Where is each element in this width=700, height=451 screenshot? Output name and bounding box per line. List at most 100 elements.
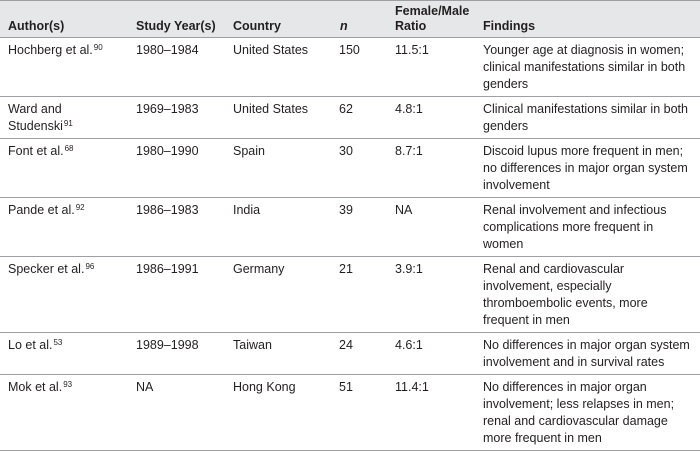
author-cell-text: Lo et al. [8,338,53,352]
ratio-cell-text: 11.5:1 [395,43,429,57]
n-cell-text: 21 [339,262,353,276]
ratio-cell-text: 4.6:1 [395,338,423,352]
ratio-cell: 11.5:1 [387,38,475,97]
country-cell-text: United States [233,102,309,116]
reference-number: 96 [85,262,95,271]
findings-cell-text: No differences in major organ system inv… [483,338,690,369]
header-row: Author(s) Study Year(s) Country n Female… [0,0,700,38]
reference-number: 90 [93,43,103,52]
study-years-cell-text: NA [136,380,154,394]
study-years-cell-text: 1989–1998 [136,338,199,352]
findings-cell-text: Discoid lupus more frequent in men; no d… [483,144,688,192]
author-cell: Ward and Studenski91 [0,97,128,139]
author-cell-text: Specker et al. [8,262,85,276]
study-years-cell: 1989–1998 [128,333,225,375]
country-cell-text: Taiwan [233,338,272,352]
country-cell: Spain [225,139,332,198]
study-years-cell: 1986–1983 [128,198,225,257]
study-years-cell-text: 1986–1991 [136,262,199,276]
country-cell: Taiwan [225,333,332,375]
table-row: Specker et al.96 1986–1991 Germany 21 3.9:1 R… [0,257,700,333]
findings-cell: No differences in major organ system inv… [475,333,700,375]
findings-cell-text: No differences in major organ involvemen… [483,380,675,445]
table-row: Hochberg et al.90 1980–1984 United States 1… [0,38,700,97]
table-row: Mok et al.93 NA Hong Kong 51 11.4:1 No differ… [0,375,700,451]
table-row: Lo et al.53 1989–1998 Taiwan 24 4.6:1 No diff… [0,333,700,375]
ratio-cell: 3.9:1 [387,257,475,333]
country-cell-text: Spain [233,144,265,158]
author-cell: Lo et al.53 [0,333,128,375]
ratio-cell: 8.7:1 [387,139,475,198]
reference-number: 91 [63,119,73,128]
study-years-cell: 1980–1984 [128,38,225,97]
findings-cell: No differences in major organ involvemen… [475,375,700,451]
author-cell: Hochberg et al.90 [0,38,128,97]
header-study-years: Study Year(s) [136,19,216,33]
country-cell: United States [225,38,332,97]
study-years-cell: 1986–1991 [128,257,225,333]
header-female-male-ratio: Female/Male Ratio [395,4,470,33]
findings-cell: Clinical manifestations similar in both … [475,97,700,139]
table-header: Author(s) Study Year(s) Country n Female… [0,0,700,38]
n-cell-text: 51 [339,380,353,394]
findings-cell: Renal involvement and infectious complic… [475,198,700,257]
n-cell-text: 62 [339,102,353,116]
country-cell-text: Hong Kong [233,380,296,394]
findings-cell: Renal and cardiovascular involvement, es… [475,257,700,333]
country-cell: United States [225,97,332,139]
country-cell-text: United States [233,43,309,57]
ratio-cell-text: 8.7:1 [395,144,423,158]
ratio-cell-text: 4.8:1 [395,102,423,116]
findings-cell: Younger age at diagnosis in women; clini… [475,38,700,97]
reference-number: 68 [64,144,74,153]
ratio-cell: NA [387,198,475,257]
study-years-cell: NA [128,375,225,451]
n-cell-text: 39 [339,203,353,217]
author-cell: Specker et al.96 [0,257,128,333]
author-cell: Mok et al.93 [0,375,128,451]
ratio-cell-text: 3.9:1 [395,262,423,276]
reference-number: 93 [63,380,73,389]
n-cell: 39 [332,198,387,257]
findings-cell-text: Renal and cardiovascular involvement, es… [483,262,648,327]
reference-number: 92 [75,203,85,212]
n-cell: 24 [332,333,387,375]
study-years-cell-text: 1986–1983 [136,203,199,217]
header-findings: Findings [483,19,536,33]
country-cell: Germany [225,257,332,333]
table-row: Font et al.68 1980–1990 Spain 30 8.7:1 Discoi… [0,139,700,198]
n-cell: 62 [332,97,387,139]
findings-cell: Discoid lupus more frequent in men; no d… [475,139,700,198]
author-cell: Font et al.68 [0,139,128,198]
author-cell-text: Mok et al. [8,380,63,394]
n-cell-text: 24 [339,338,353,352]
header-country: Country [233,19,281,33]
study-years-cell-text: 1980–1990 [136,144,199,158]
n-cell: 51 [332,375,387,451]
ratio-cell-text: NA [395,203,413,217]
n-cell: 21 [332,257,387,333]
author-cell: Pande et al.92 [0,198,128,257]
findings-cell-text: Renal involvement and infectious complic… [483,203,667,251]
study-years-cell: 1980–1990 [128,139,225,198]
findings-cell-text: Clinical manifestations similar in both … [483,102,688,133]
ratio-cell: 4.6:1 [387,333,475,375]
table-row: Pande et al.92 1986–1983 India 39 NA Renal in… [0,198,700,257]
n-cell-text: 30 [339,144,353,158]
study-years-cell-text: 1980–1984 [136,43,199,57]
study-years-cell: 1969–1983 [128,97,225,139]
ratio-cell-text: 11.4:1 [395,380,429,394]
ratio-cell: 11.4:1 [387,375,475,451]
ratio-cell: 4.8:1 [387,97,475,139]
n-cell: 30 [332,139,387,198]
author-cell-text: Hochberg et al. [8,43,93,57]
n-cell: 150 [332,38,387,97]
n-cell-text: 150 [339,43,360,57]
country-cell-text: India [233,203,261,217]
table-row: Ward and Studenski91 1969–1983 United Stat… [0,97,700,139]
findings-cell-text: Younger age at diagnosis in women; clini… [483,43,686,91]
study-years-cell-text: 1969–1983 [136,102,199,116]
reference-number: 53 [53,338,63,347]
header-n: n [340,19,348,33]
